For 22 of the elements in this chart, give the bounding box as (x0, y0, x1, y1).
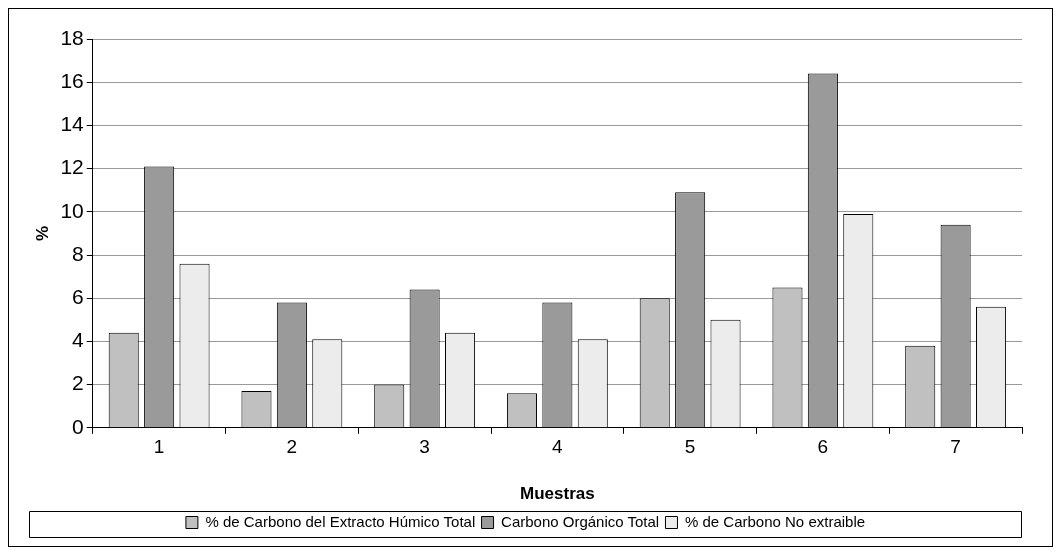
y-tick-label: 16 (60, 69, 84, 92)
y-axis-title: % (32, 225, 52, 241)
y-tick-label: 6 (72, 285, 84, 308)
y-tick-label: 2 (72, 371, 84, 395)
legend-label: Carbono Orgánico Total (501, 512, 660, 530)
x-tick-label: 7 (950, 436, 961, 458)
x-tick-label: 2 (286, 436, 298, 458)
y-tick-label: 18 (60, 25, 84, 49)
x-tick-label: 3 (419, 436, 430, 458)
y-tick-label: 8 (72, 241, 84, 265)
y-tick-label: 14 (60, 112, 85, 136)
y-tick-label: 10 (60, 198, 84, 222)
x-tick-label: 4 (552, 436, 564, 458)
x-tick-label: 1 (153, 436, 165, 458)
y-tick-label: 4 (72, 328, 85, 352)
legend-label: % de Carbono No extraible (684, 512, 866, 530)
x-axis-title: Muestras (520, 484, 595, 504)
y-tick-label: 12 (60, 155, 84, 179)
x-tick-label: 5 (684, 436, 696, 458)
y-tick-label: 0 (72, 414, 84, 438)
x-tick-label: 6 (817, 436, 829, 458)
legend-label: % de Carbono del Extracto Húmico Total (205, 512, 476, 530)
